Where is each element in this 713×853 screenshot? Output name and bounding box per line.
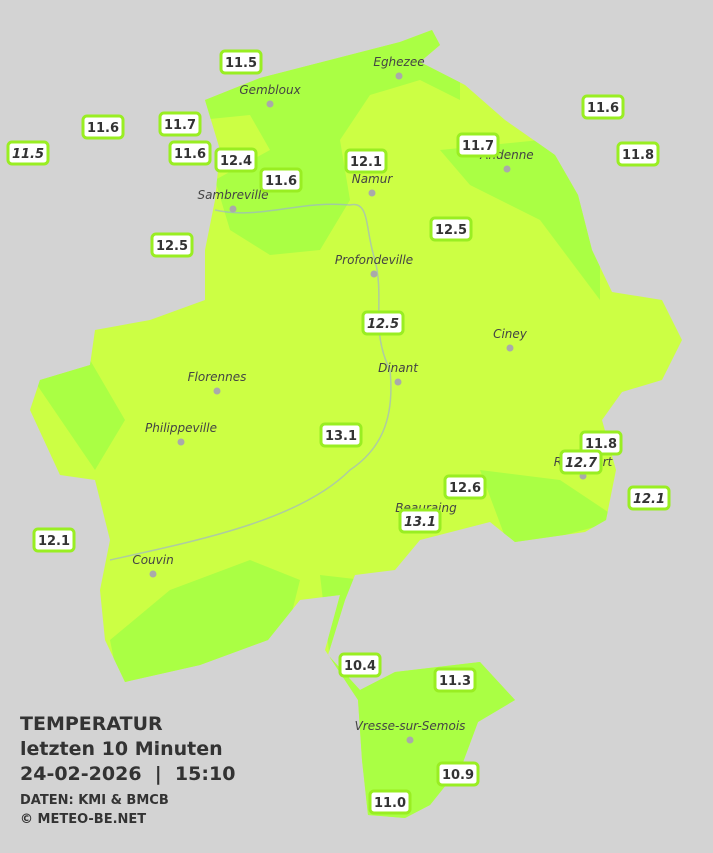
station-value: 10.9 [442, 768, 474, 783]
station-value: 13.1 [404, 515, 436, 530]
station-value: 11.5 [12, 147, 44, 162]
town-label: Sambreville [197, 188, 268, 202]
station-box [559, 449, 603, 475]
station-value: 13.1 [325, 429, 357, 444]
station-value: 11.8 [585, 437, 617, 452]
town-dot [229, 205, 237, 213]
zone [30, 360, 125, 470]
town-dot [368, 189, 376, 197]
station-value: 10.4 [344, 659, 376, 674]
station-value: 12.1 [350, 155, 382, 170]
town-label: Florennes [188, 370, 247, 384]
town-label: Namur [352, 172, 394, 186]
town-label: Ciney [493, 327, 528, 341]
station-value: 12.5 [156, 239, 188, 254]
station-box [32, 527, 76, 553]
station-value: 12.6 [449, 481, 481, 496]
station-value: 11.6 [174, 147, 206, 162]
zone [480, 470, 620, 550]
station-value: 11.5 [225, 56, 257, 71]
station-value: 12.4 [220, 154, 252, 169]
town-dot [506, 344, 514, 352]
station-box [319, 422, 363, 448]
station-box [361, 310, 405, 336]
station-value: 12.1 [633, 492, 665, 507]
town-label: Profondeville [335, 253, 413, 267]
town-label: Philippeville [145, 421, 217, 435]
station-box [398, 508, 442, 534]
station-box [259, 167, 303, 193]
town-dot [395, 72, 403, 80]
station-value: 11.8 [622, 148, 654, 163]
station-value: 12.7 [565, 456, 598, 471]
station-box [443, 474, 487, 500]
station-box [429, 216, 473, 242]
station-box [436, 761, 480, 787]
river [109, 203, 392, 561]
zone [320, 575, 530, 818]
town-label: Couvin [132, 553, 173, 567]
town-dot [394, 378, 402, 386]
station-box [433, 667, 477, 693]
station-value: 12.5 [367, 317, 399, 332]
subtitle: letzten 10 Minuten [20, 738, 223, 760]
town-label: Dinant [378, 361, 419, 375]
station-box [581, 94, 625, 120]
zone [440, 140, 600, 300]
station-box [150, 232, 194, 258]
town-dot [503, 165, 511, 173]
town-dot [406, 736, 414, 744]
station-box [368, 789, 412, 815]
station-box [219, 49, 263, 75]
station-value: 11.7 [164, 118, 196, 133]
title: TEMPERATUR [20, 713, 163, 735]
station-value: 11.6 [265, 174, 297, 189]
station-value: 12.5 [435, 223, 467, 238]
station-box [338, 652, 382, 678]
station-box [214, 147, 258, 173]
station-box [6, 140, 50, 166]
station-value: 11.7 [462, 139, 494, 154]
station-value: 11.6 [87, 121, 119, 136]
station-box [456, 132, 500, 158]
timestamp: 24-02-2026 | 15:10 [20, 763, 235, 785]
town-label: Gembloux [239, 83, 301, 97]
station-box [81, 114, 125, 140]
town-dot [370, 270, 378, 278]
town-label: Vresse-sur-Semois [355, 719, 466, 733]
town-dot [213, 387, 221, 395]
station-box [627, 485, 671, 511]
station-value: 11.3 [439, 674, 471, 689]
station-value: 12.1 [38, 534, 70, 549]
town-dot [177, 438, 185, 446]
station-value: 11.0 [374, 796, 406, 811]
town-dot [266, 100, 274, 108]
station-box [344, 148, 388, 174]
station-box [158, 111, 202, 137]
station-value: 11.6 [587, 101, 619, 116]
source: DATEN: KMI & BMCB [20, 793, 169, 808]
copyright: © METEO-BE.NET [20, 812, 146, 827]
town-dot [149, 570, 157, 578]
station-box [168, 140, 212, 166]
town-label: Eghezee [373, 55, 424, 69]
station-box [616, 141, 660, 167]
